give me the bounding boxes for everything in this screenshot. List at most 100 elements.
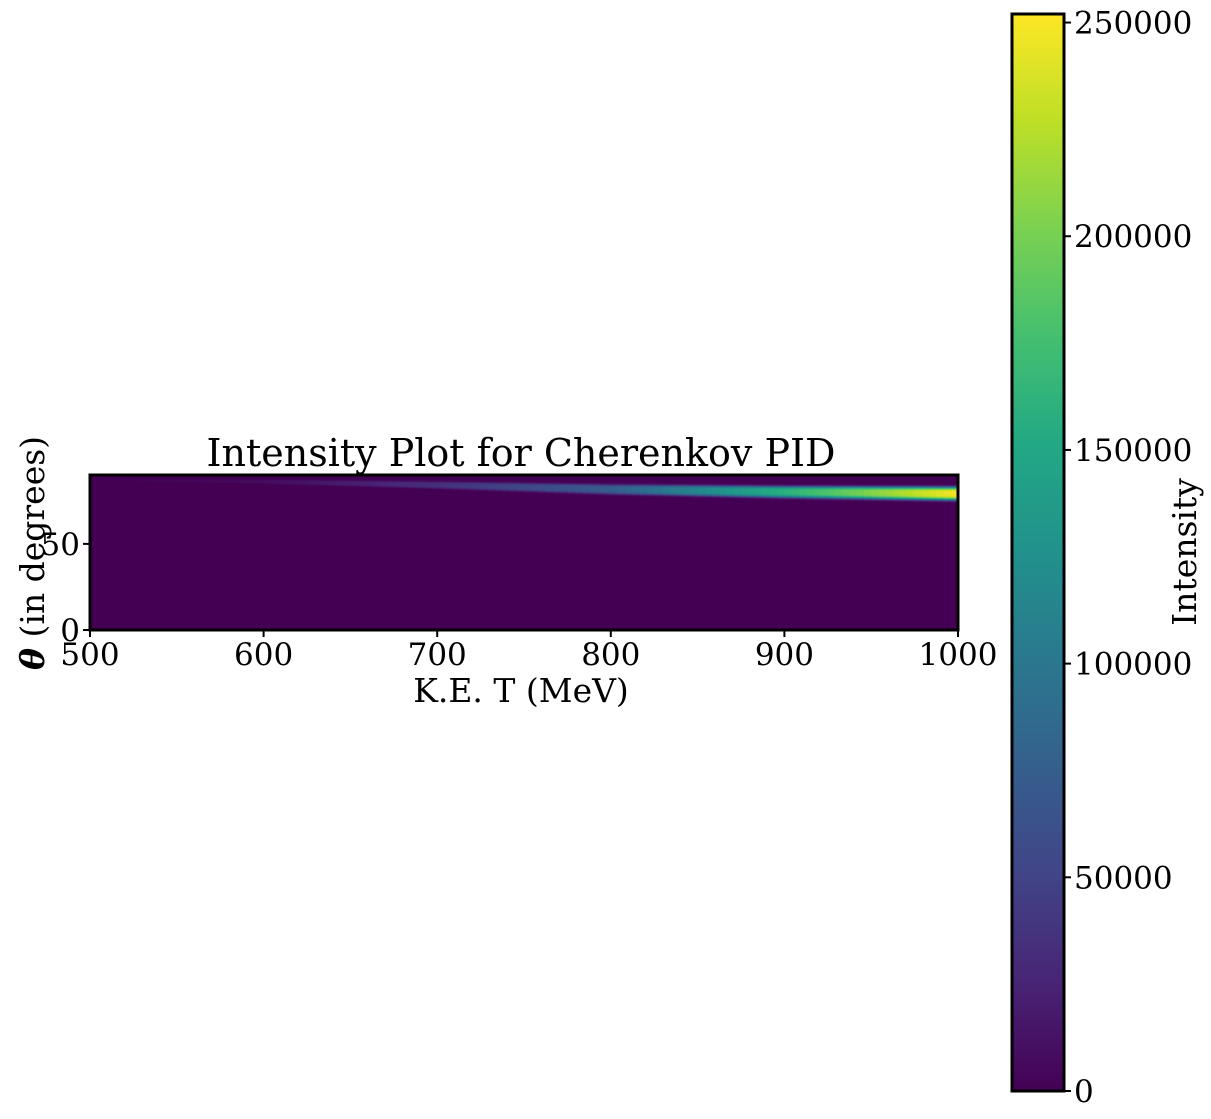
x-axis-ticks: 500 600 700 800 900 1000 bbox=[60, 630, 997, 673]
heatmap-cell bbox=[871, 483, 880, 485]
heatmap-cell bbox=[466, 480, 474, 482]
y-axis-label-symbol: θ bbox=[13, 648, 52, 670]
y-tick-label: 0 bbox=[60, 613, 80, 649]
heatmap-cell bbox=[292, 478, 301, 480]
heatmap-cell bbox=[885, 483, 894, 485]
colorbar-tick-label: 0 bbox=[1074, 1074, 1094, 1110]
heatmap-cell bbox=[321, 479, 330, 481]
heatmap-cell bbox=[791, 483, 800, 485]
heatmap-cell bbox=[769, 482, 778, 484]
heatmap-cell bbox=[104, 479, 113, 481]
heatmap-cell bbox=[184, 478, 192, 480]
heatmap-cell bbox=[299, 478, 308, 480]
colorbar-label: Intensity bbox=[1165, 478, 1204, 626]
heatmap-cell bbox=[372, 479, 380, 481]
heatmap-cell bbox=[502, 480, 511, 482]
heatmap-cell bbox=[712, 482, 720, 484]
heatmap-cell bbox=[118, 478, 127, 480]
heatmap-cell bbox=[856, 483, 865, 485]
heatmap-cell bbox=[444, 479, 453, 481]
heatmap-cell bbox=[285, 478, 294, 480]
heatmap-cell bbox=[777, 482, 785, 484]
x-tick-label: 700 bbox=[408, 637, 467, 673]
colorbar-tick-label: 200000 bbox=[1074, 219, 1192, 255]
heatmap-cell bbox=[755, 482, 764, 484]
heatmap-cell bbox=[654, 481, 663, 484]
heatmap-cell bbox=[574, 481, 583, 483]
heatmap-cell bbox=[126, 478, 134, 480]
heatmap-cell bbox=[343, 479, 351, 481]
heatmap-cell bbox=[690, 482, 699, 484]
heatmap-cell bbox=[473, 480, 482, 482]
heatmap-cell bbox=[798, 483, 807, 485]
heatmap-cell bbox=[661, 481, 670, 484]
heatmap-cell bbox=[335, 479, 344, 481]
heatmap-cell bbox=[625, 481, 634, 484]
heatmap-cell bbox=[538, 480, 547, 482]
heatmap-cell bbox=[921, 483, 930, 485]
heatmap-cell bbox=[748, 482, 757, 484]
heatmap-cell bbox=[357, 479, 366, 481]
heatmap-cell bbox=[364, 479, 373, 481]
heatmap-cell bbox=[762, 482, 771, 484]
heatmap-cell bbox=[907, 483, 916, 485]
heatmap-cell bbox=[241, 478, 250, 480]
heatmap-cell bbox=[596, 481, 605, 484]
heatmap-cell bbox=[835, 483, 843, 485]
chart-title: Intensity Plot for Cherenkov PID bbox=[207, 431, 836, 475]
heatmap-cell bbox=[842, 483, 851, 485]
heatmap-cell bbox=[675, 481, 684, 484]
heatmap-cell bbox=[480, 480, 489, 482]
heatmap-cell bbox=[191, 478, 200, 480]
heatmap-cell bbox=[892, 483, 901, 485]
heatmap-cell bbox=[668, 481, 677, 484]
heatmap-cell bbox=[516, 480, 525, 482]
x-tick-label: 1000 bbox=[919, 637, 998, 673]
heatmap-cell bbox=[408, 479, 417, 481]
heatmap-cell bbox=[697, 482, 706, 484]
heatmap-cell bbox=[610, 481, 619, 484]
heatmap-cell bbox=[646, 481, 655, 484]
heatmap-cell bbox=[878, 483, 887, 485]
heatmap-cell bbox=[458, 480, 467, 482]
heatmap-cell bbox=[820, 483, 829, 485]
heatmap-cell bbox=[632, 481, 641, 484]
x-axis-label: K.E. T (MeV) bbox=[413, 671, 629, 710]
heatmap-cell bbox=[741, 482, 749, 484]
x-tick-label: 900 bbox=[755, 637, 814, 673]
heatmap-cell bbox=[726, 482, 735, 484]
heatmap-cell bbox=[401, 479, 409, 481]
heatmap-cell bbox=[929, 483, 937, 485]
heatmap-cell bbox=[733, 482, 742, 484]
colorbar bbox=[1010, 12, 1066, 1093]
heatmap-cell bbox=[429, 479, 438, 481]
heatmap-cell bbox=[147, 478, 156, 480]
y-axis-ticks: 0 50 bbox=[41, 527, 90, 649]
heatmap-cell bbox=[589, 481, 597, 483]
heatmap-cell bbox=[581, 481, 590, 483]
heatmap-cell bbox=[900, 483, 908, 485]
heatmap-cell bbox=[531, 480, 540, 482]
heatmap-cell bbox=[639, 481, 648, 484]
colorbar-ticks: 0 50000 100000 150000 200000 250000 bbox=[1064, 6, 1192, 1110]
heatmap-cell bbox=[133, 478, 142, 480]
heatmap-cell bbox=[393, 479, 402, 481]
heatmap-cell bbox=[205, 478, 214, 480]
heatmap-cell bbox=[806, 483, 814, 485]
heatmap-cell bbox=[249, 478, 257, 480]
heatmap-cell bbox=[350, 479, 359, 481]
heatmap-cell bbox=[422, 479, 431, 481]
heatmap-cell bbox=[227, 478, 236, 480]
heatmap-cell bbox=[863, 483, 872, 485]
heatmap-cell bbox=[234, 478, 243, 480]
heatmap-cell bbox=[560, 481, 568, 483]
heatmap-cell bbox=[198, 478, 207, 480]
heatmap-cell bbox=[784, 482, 793, 484]
heatmap-cell bbox=[451, 480, 460, 482]
heatmap-cell bbox=[849, 483, 858, 485]
heatmap-cell bbox=[270, 478, 279, 480]
heatmap-cell bbox=[950, 483, 958, 485]
heatmap-cell bbox=[567, 481, 576, 483]
colorbar-tick-label: 100000 bbox=[1074, 647, 1192, 683]
heatmap-cell bbox=[314, 479, 323, 481]
